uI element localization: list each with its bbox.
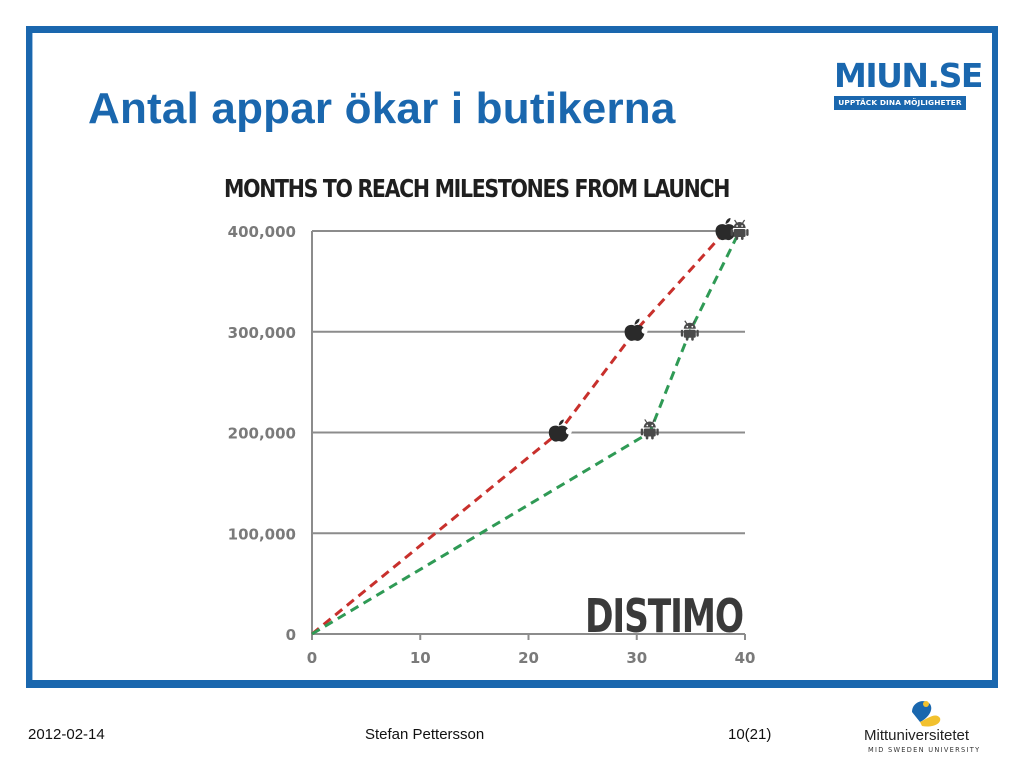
apple-icon <box>548 419 572 442</box>
x-tick-label: 40 <box>735 649 756 667</box>
footer-author: Stefan Pettersson <box>365 726 485 743</box>
chart-grid <box>311 230 746 640</box>
chart-title: MONTHS TO REACH MILESTONES FROM LAUNCH <box>224 174 730 203</box>
series-lines <box>311 229 741 636</box>
apple-icon <box>715 218 739 241</box>
y-tick-label: 0 <box>286 626 296 644</box>
x-tick-labels: 0 10 20 30 40 <box>307 649 756 667</box>
slide-title: Antal appar ökar i butikerna <box>88 84 676 133</box>
y-tick-labels: 0 100,000 200,000 300,000 400,000 <box>228 223 296 644</box>
slide-frame <box>26 26 998 688</box>
series-markers <box>548 218 749 442</box>
miun-logo-tagline: UPPTÄCK DINA MÖJLIGHETER <box>834 96 966 110</box>
y-tick-label: 300,000 <box>228 324 296 342</box>
android-icon <box>730 219 749 240</box>
apple-icon <box>624 318 648 341</box>
android-icon <box>640 419 659 440</box>
mittuniversitetet-emblem-icon <box>912 701 941 727</box>
y-tick-label: 100,000 <box>228 525 296 543</box>
footer-page-number: 10(21) <box>728 726 772 743</box>
android-icon <box>680 320 699 341</box>
x-tick-label: 10 <box>410 649 431 667</box>
university-name-en: MID SWEDEN UNIVERSITY <box>868 746 981 754</box>
y-tick-label: 200,000 <box>228 425 296 443</box>
university-name: Mittuniversitetet <box>864 727 970 744</box>
miun-logo: MIUN.SE UPPTÄCK DINA MÖJLIGHETER <box>834 58 983 112</box>
footer-date: 2012-02-14 <box>28 726 105 743</box>
series-line-apple <box>311 229 727 636</box>
mittuniversitetet-logo: Mittuniversitetet MID SWEDEN UNIVERSITY <box>864 698 988 760</box>
y-tick-label: 400,000 <box>228 223 296 241</box>
miun-logo-text: MIUN.SE <box>834 56 983 95</box>
chart-watermark: DISTIMO <box>585 589 743 643</box>
x-tick-label: 20 <box>518 649 539 667</box>
x-tick-label: 0 <box>307 649 317 667</box>
series-line-android <box>311 230 741 636</box>
x-tick-label: 30 <box>626 649 647 667</box>
